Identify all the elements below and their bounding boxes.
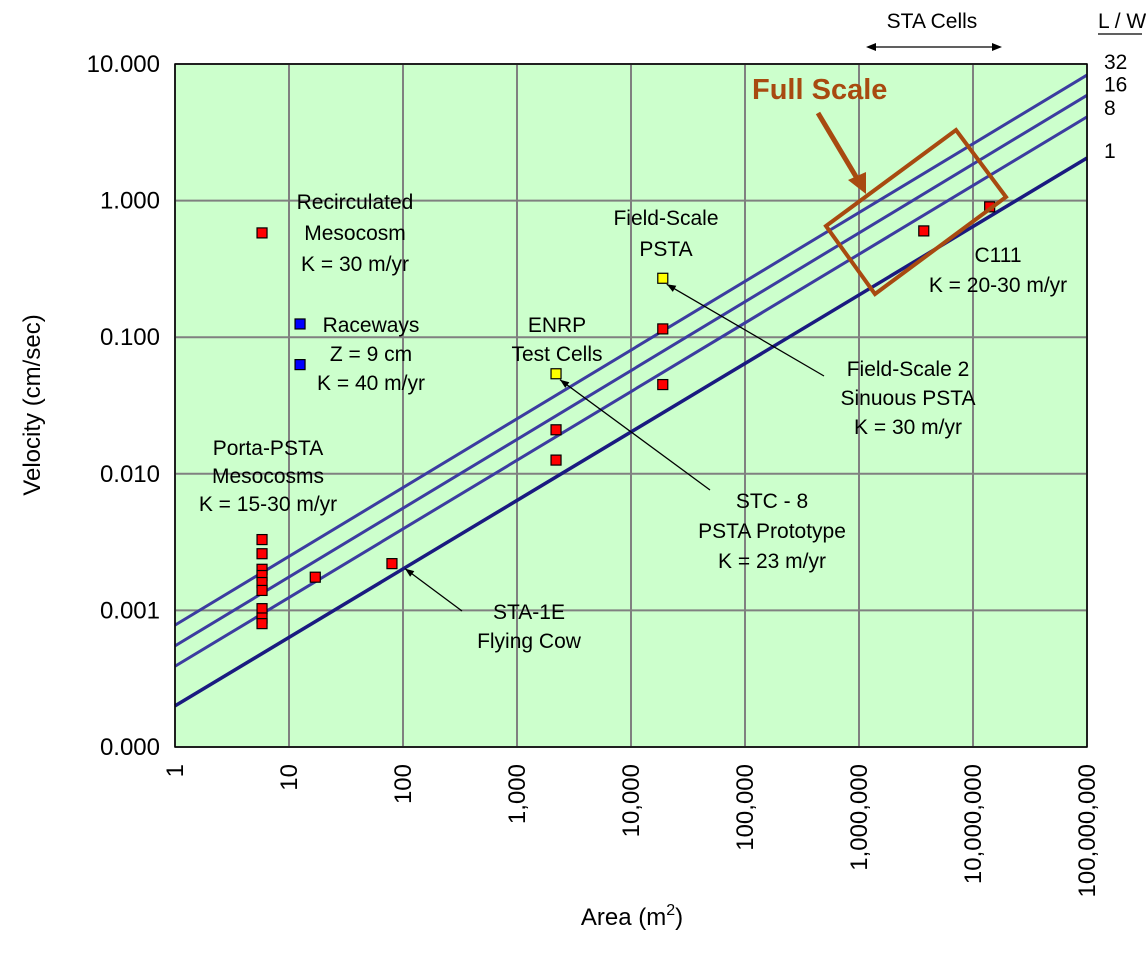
full-scale-label: Full Scale: [752, 74, 887, 106]
full-scale-arrowhead: [848, 172, 866, 194]
annotation-text: Mesocosm: [304, 222, 406, 245]
annotation-text: K = 30 m/yr: [854, 416, 962, 439]
x-tick-label: 1,000,000: [846, 764, 873, 871]
annotation-leader: [404, 568, 463, 612]
annotation-text: Test Cells: [511, 343, 602, 366]
x-tick-labels: 1 10 100 1,000 10,000 100,000 1,000,000 10,000,…: [162, 764, 1101, 897]
data-point: [294, 318, 306, 330]
x-tick-label: 100,000: [732, 764, 759, 851]
annotation-text: Raceways: [323, 314, 420, 337]
data-points: [256, 201, 996, 630]
ratio-line-16: [174, 94, 1088, 648]
annotation-text: ENRP: [528, 314, 586, 337]
y-tick-label: 0.010: [100, 461, 160, 488]
annotation-leaders: [404, 283, 825, 612]
annotation-leader: [559, 379, 711, 491]
annotation-text: Field-Scale: [613, 207, 718, 230]
line-label-8: 8: [1104, 97, 1116, 120]
ratio-line-8: [174, 115, 1088, 668]
data-point: [256, 618, 268, 630]
annotation-arrowhead: [405, 568, 415, 577]
annotation-text: Recirculated: [297, 191, 414, 214]
x-axis-label-close: ): [675, 904, 683, 931]
x-axis-label-main: Area (m: [581, 904, 666, 931]
y-tick-label: 0.100: [100, 324, 160, 351]
line-label-16: 16: [1104, 73, 1127, 96]
annotation-text: PSTA Prototype: [698, 520, 846, 543]
y-tick-label: 0.001: [100, 597, 160, 624]
data-point: [550, 368, 562, 380]
annotation-text: Flying Cow: [477, 630, 582, 653]
data-point: [657, 323, 669, 335]
data-point: [657, 272, 669, 284]
data-point: [657, 378, 669, 391]
x-tick-label: 1,000: [504, 764, 531, 824]
annotation-text: Mesocosms: [212, 465, 324, 488]
x-tick-label: 100,000,000: [1074, 764, 1101, 897]
data-point: [550, 454, 562, 466]
annotation-text: K = 40 m/yr: [317, 372, 425, 395]
annotation-arrowhead: [560, 379, 570, 388]
lw-header: L / W: [1098, 10, 1146, 33]
data-point: [256, 533, 268, 546]
x-axis-label-superscript: 2: [666, 902, 675, 919]
line-label-32: 32: [1104, 51, 1127, 74]
annotation-text: K = 15-30 m/yr: [199, 493, 337, 516]
full-scale-arrow: [815, 111, 861, 182]
annotation-text: Z = 9 cm: [330, 343, 412, 366]
y-axis-label: Velocity (cm/sec): [19, 314, 46, 495]
y-tick-label: 1.000: [100, 188, 160, 215]
annotation-text: Sinuous PSTA: [840, 387, 975, 410]
annotation-text: Field-Scale 2: [847, 358, 970, 381]
annotation-arrowhead: [666, 284, 677, 292]
x-tick-label: 10: [276, 764, 303, 791]
sta-cells-range: STA Cells: [866, 10, 1002, 51]
annotation-text: PSTA: [639, 238, 692, 261]
y-tick-label: 0.000: [100, 734, 160, 761]
data-point: [256, 603, 268, 615]
ratio-line-32: [174, 73, 1088, 627]
annotation-text: C111: [974, 244, 1021, 267]
full-scale-box: [823, 127, 1009, 297]
annotation-text: STC - 8: [736, 490, 808, 513]
annotation-text: STA-1E: [493, 601, 565, 624]
x-tick-label: 1: [162, 764, 189, 777]
data-point: [309, 571, 321, 583]
full-scale-marker: Full Scale: [752, 74, 1009, 297]
x-tick-label: 10,000,000: [960, 764, 987, 884]
x-tick-label: 100: [390, 764, 417, 804]
data-point: [256, 584, 268, 597]
data-point: [256, 548, 268, 560]
annotation-text: K = 20-30 m/yr: [929, 274, 1067, 297]
annotation-text: K = 30 m/yr: [301, 253, 409, 276]
x-tick-label: 10,000: [618, 764, 645, 837]
plot-border: [174, 63, 1088, 748]
sta-cells-label: STA Cells: [887, 10, 978, 33]
data-point: [256, 227, 268, 239]
data-point: [294, 359, 306, 371]
annotation-text: Porta-PSTA: [213, 437, 323, 460]
line-label-1: 1: [1104, 140, 1116, 163]
data-point: [550, 424, 562, 436]
data-point: [386, 558, 398, 570]
y-tick-label: 10.000: [87, 51, 160, 78]
x-axis-label: Area (m2): [581, 902, 683, 931]
annotation-text: K = 23 m/yr: [718, 550, 826, 573]
data-point: [918, 225, 930, 237]
annotations: Recirculated Mesocosm K = 30 m/yr Raceways Z…: [199, 191, 1067, 653]
annotation-leader: [666, 283, 825, 377]
y-tick-labels: 0.000 0.001 0.010 0.100 1.000 10.000: [87, 51, 160, 761]
